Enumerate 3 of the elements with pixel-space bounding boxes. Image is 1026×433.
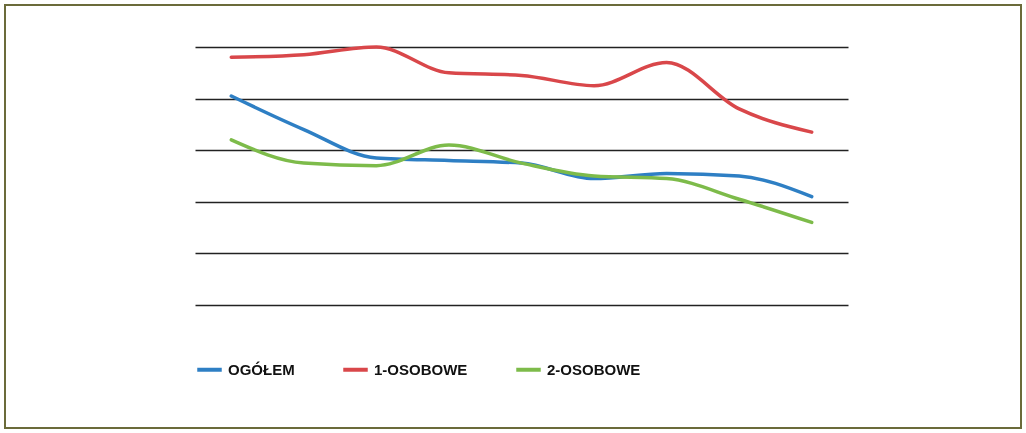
legend-label: 2-OSOBOWE	[547, 360, 641, 378]
legend-label: 1-OSOBOWE	[374, 360, 468, 378]
legend-label: OGÓŁEM	[228, 360, 295, 378]
